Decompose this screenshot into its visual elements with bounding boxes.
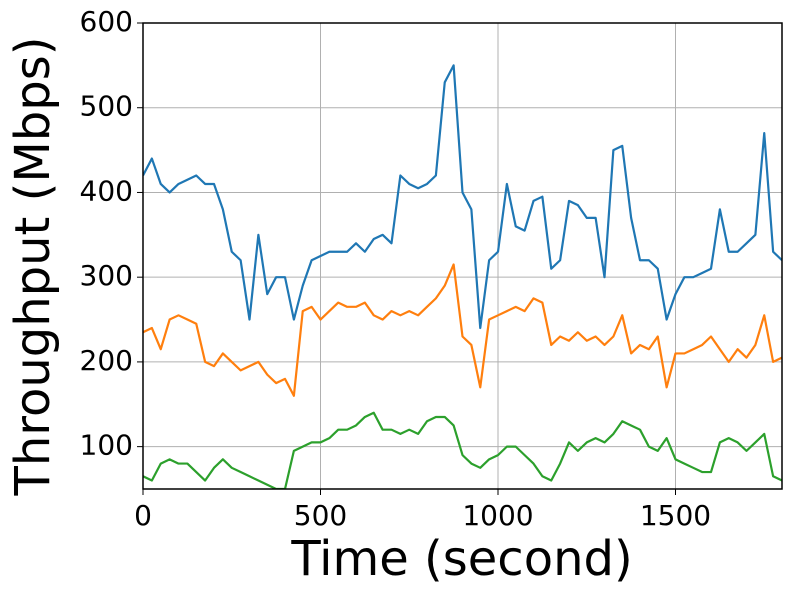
x-tick-label: 1000	[462, 499, 533, 532]
y-tick-label: 500	[80, 90, 133, 123]
y-tick-label: 400	[80, 174, 133, 207]
y-tick-label: 600	[80, 5, 133, 38]
ticks: 0 500 1000 1500 100 200 300 400 500 600	[80, 5, 712, 532]
plot-lines	[143, 64, 782, 489]
y-tick-label: 200	[80, 344, 133, 377]
series-line	[143, 411, 782, 489]
x-tick-label: 0	[134, 499, 152, 532]
x-axis-label: Time (second)	[290, 531, 632, 587]
grid	[142, 22, 782, 489]
x-tick-label: 1500	[640, 499, 711, 532]
y-tick-label: 100	[80, 429, 133, 462]
series-line	[143, 64, 782, 330]
series-line	[143, 263, 782, 397]
y-tick-label: 300	[80, 259, 133, 292]
plot-frame	[142, 22, 783, 490]
x-tick-label: 500	[294, 499, 347, 532]
y-axis-label: Throughput (Mbps)	[5, 37, 61, 497]
